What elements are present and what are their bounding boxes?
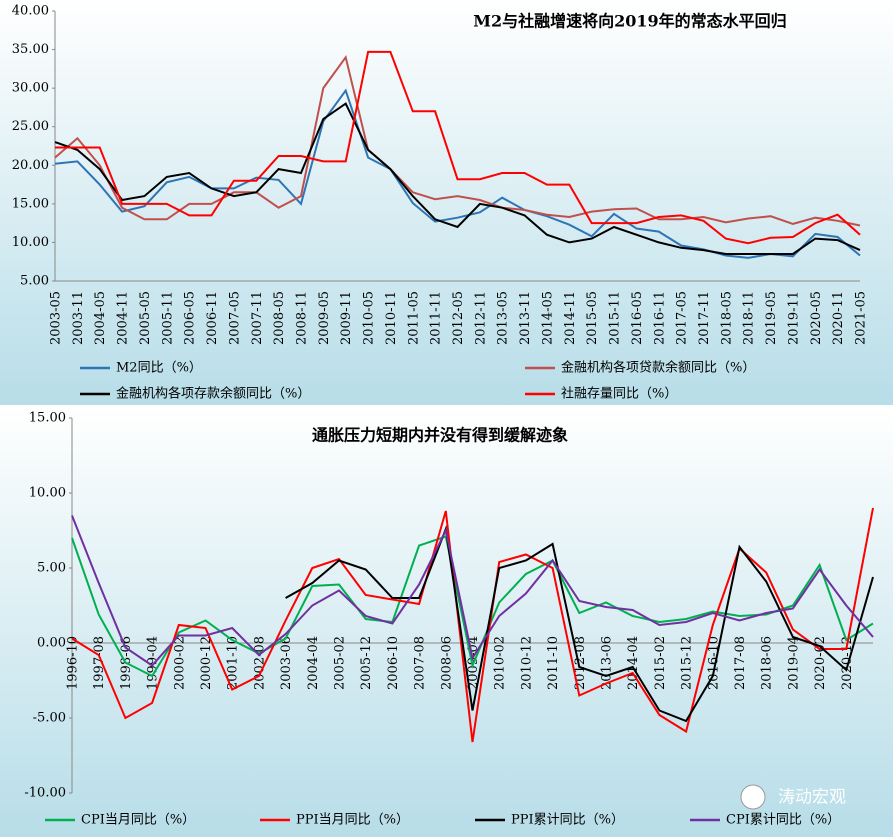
x-tick-label: 2007-05 (227, 291, 242, 345)
legend-label: CPI累计同比（%） (726, 813, 840, 828)
x-tick-label: 2004-05 (93, 291, 108, 345)
x-tick-label: 2018-11 (742, 291, 757, 345)
x-tick-label: 2015-12 (680, 636, 695, 690)
x-tick-label: 2014-11 (563, 291, 578, 345)
series-line (285, 525, 874, 723)
x-tick-label: 2005-11 (160, 291, 175, 345)
y-tick-label: -5.00 (33, 711, 66, 726)
series-line (54, 88, 861, 259)
x-tick-label: 2009-11 (339, 291, 354, 345)
panel-bottom (0, 407, 893, 837)
x-tick-label: 2017-11 (697, 291, 712, 345)
watermark-icon (740, 784, 766, 810)
legend-label: CPI当月同比（%） (81, 813, 195, 828)
y-tick-label: -10.00 (24, 786, 66, 801)
legend-label: 金融机构各项存款余额同比（%） (116, 386, 310, 402)
x-tick-label: 2003-06 (279, 636, 294, 690)
series-line (54, 54, 861, 227)
x-tick-label: 2008-05 (272, 291, 287, 345)
x-tick-label: 2018-06 (760, 636, 775, 690)
x-tick-label: 2020-11 (831, 291, 846, 345)
x-tick-label: 2006-11 (205, 291, 220, 345)
y-tick-label: 30.00 (12, 81, 49, 96)
legend-label: M2同比（%） (116, 361, 202, 376)
x-tick-label: 2014-05 (540, 291, 555, 345)
series-line (71, 515, 874, 667)
x-tick-label: 2012-11 (473, 291, 488, 345)
legend-label: 金融机构各项贷款余额同比（%） (561, 360, 755, 376)
x-tick-label: 2017-05 (675, 291, 690, 345)
x-tick-label: 2003-11 (71, 291, 86, 345)
x-tick-label: 2015-05 (585, 291, 600, 345)
x-tick-label: 2010-11 (384, 291, 399, 345)
x-tick-label: 2005-02 (333, 636, 348, 690)
x-tick-label: 2001-10 (226, 636, 241, 690)
y-tick-label: 5.00 (20, 274, 49, 289)
y-tick-label: 35.00 (12, 42, 49, 57)
chart-title: M2与社融增速将向2019年的常态水平回归 (473, 12, 786, 31)
x-tick-label: 2016-05 (630, 291, 645, 345)
y-tick-label: 15.00 (12, 196, 49, 211)
x-tick-label: 2013-11 (518, 291, 533, 345)
x-tick-label: 2019-04 (786, 636, 801, 690)
x-tick-label: 2015-02 (653, 636, 668, 690)
x-tick-label: 2012-05 (451, 291, 466, 345)
x-tick-label: 2005-12 (359, 636, 374, 690)
chart-title: 通胀压力短期内并没有得到缓解迹象 (312, 426, 568, 445)
x-tick-label: 2012-08 (573, 636, 588, 690)
x-tick-label: 2003-05 (49, 291, 64, 345)
x-tick-label: 1996-10 (66, 636, 81, 690)
series-line (55, 50, 861, 245)
legend-label: 社融存量同比（%） (561, 386, 677, 402)
y-tick-label: 5.00 (37, 561, 66, 576)
x-tick-label: 2010-12 (519, 636, 534, 690)
x-tick-label: 2011-11 (429, 291, 444, 345)
x-tick-label: 2006-10 (386, 636, 401, 690)
watermark: 涛动宏观 (778, 788, 846, 808)
x-tick-label: 2015-11 (608, 291, 623, 345)
x-tick-label: 2009-05 (317, 291, 332, 345)
x-tick-label: 2011-10 (546, 636, 561, 690)
panel-top (0, 0, 893, 405)
legend-label: PPI当月同比（%） (296, 813, 409, 828)
x-tick-label: 2019-05 (764, 291, 779, 345)
legend-label: PPI累计同比（%） (511, 813, 624, 828)
y-tick-label: 15.00 (29, 411, 66, 426)
x-tick-label: 2019-11 (786, 291, 801, 345)
x-tick-label: 2011-05 (406, 291, 421, 345)
y-tick-label: 20.00 (12, 158, 49, 173)
y-tick-label: 40.00 (12, 4, 49, 19)
x-tick-label: 2006-05 (183, 291, 198, 345)
y-tick-label: 10.00 (12, 235, 49, 250)
x-tick-label: 2007-11 (250, 291, 265, 345)
x-tick-label: 2007-08 (413, 636, 428, 690)
series-line (54, 102, 861, 255)
x-tick-label: 2005-05 (138, 291, 153, 345)
y-tick-label: 25.00 (12, 119, 49, 134)
x-tick-label: 2013-06 (600, 636, 615, 690)
x-tick-label: 2004-11 (116, 291, 131, 345)
series-line (71, 535, 874, 678)
y-tick-label: 0.00 (37, 636, 66, 651)
x-tick-label: 2004-04 (306, 636, 321, 690)
x-tick-label: 2018-05 (719, 291, 734, 345)
y-tick-label: 10.00 (29, 486, 66, 501)
x-tick-label: 2010-05 (362, 291, 377, 345)
x-tick-label: 2013-05 (496, 291, 511, 345)
x-tick-label: 2016-11 (652, 291, 667, 345)
x-tick-label: 2017-08 (733, 636, 748, 690)
x-tick-label: 2010-02 (493, 636, 508, 690)
x-tick-label: 2021-05 (854, 291, 869, 345)
x-tick-label: 2000-02 (172, 636, 187, 690)
x-tick-label: 2008-11 (294, 291, 309, 345)
x-tick-label: 2020-05 (809, 291, 824, 345)
x-tick-label: 2000-12 (199, 636, 214, 690)
x-tick-label: 1997-08 (92, 636, 107, 690)
x-tick-label: 2008-06 (439, 636, 454, 690)
